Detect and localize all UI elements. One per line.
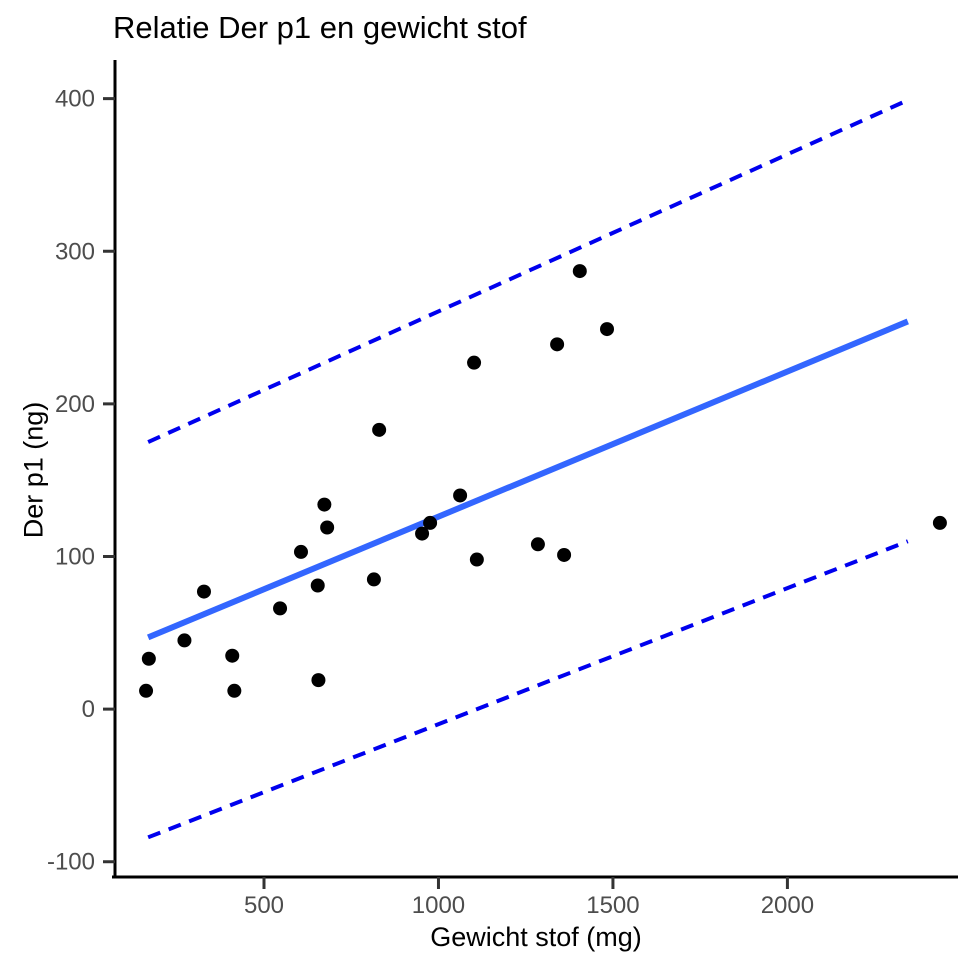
scatter-point: [311, 673, 326, 688]
scatter-point: [415, 526, 430, 541]
x-tick-label: 1500: [586, 892, 639, 919]
scatter-point: [141, 651, 156, 666]
regression-line: [146, 318, 909, 641]
scatter-point: [469, 552, 484, 567]
scatter-point: [572, 264, 587, 279]
scatter-point: [557, 547, 572, 562]
scatter-point: [317, 497, 332, 512]
x-tick-label: 2000: [761, 892, 814, 919]
scatter-point: [293, 544, 308, 559]
scatter-point: [453, 488, 468, 503]
y-tick-label: 0: [82, 696, 95, 723]
x-axis-title: Gewicht stof (mg): [430, 922, 642, 952]
y-tick-label: 300: [55, 238, 95, 265]
scatter-point: [177, 633, 192, 648]
scatter-point: [227, 683, 242, 698]
y-axis-title: Der p1 (ng): [18, 401, 49, 539]
scatter-point: [423, 515, 438, 530]
x-tick-label: 500: [244, 892, 284, 919]
scatter-point: [530, 537, 545, 552]
prediction-upper-dashed-line: [147, 98, 909, 444]
y-tick-label: -100: [47, 849, 95, 876]
x-tick-label: 1000: [412, 892, 465, 919]
scatter-point: [366, 572, 381, 587]
scatter-point: [196, 584, 211, 599]
scatter-point: [320, 520, 335, 535]
y-tick-label: 100: [55, 543, 95, 570]
prediction-lower-dashed-line: [147, 539, 909, 840]
scatter-point: [467, 355, 482, 370]
scatter-point: [550, 337, 565, 352]
scatter-point: [225, 648, 240, 663]
scatter-point: [273, 601, 288, 616]
scatter-point: [139, 683, 154, 698]
scatter-point: [310, 578, 325, 593]
scatter-point: [600, 322, 615, 337]
chart-title: Relatie Der p1 en gewicht stof: [113, 10, 527, 45]
scatter-point: [372, 422, 387, 437]
y-tick-label: 400: [55, 86, 95, 113]
scatter-point: [932, 515, 947, 530]
y-tick-label: 200: [55, 391, 95, 418]
